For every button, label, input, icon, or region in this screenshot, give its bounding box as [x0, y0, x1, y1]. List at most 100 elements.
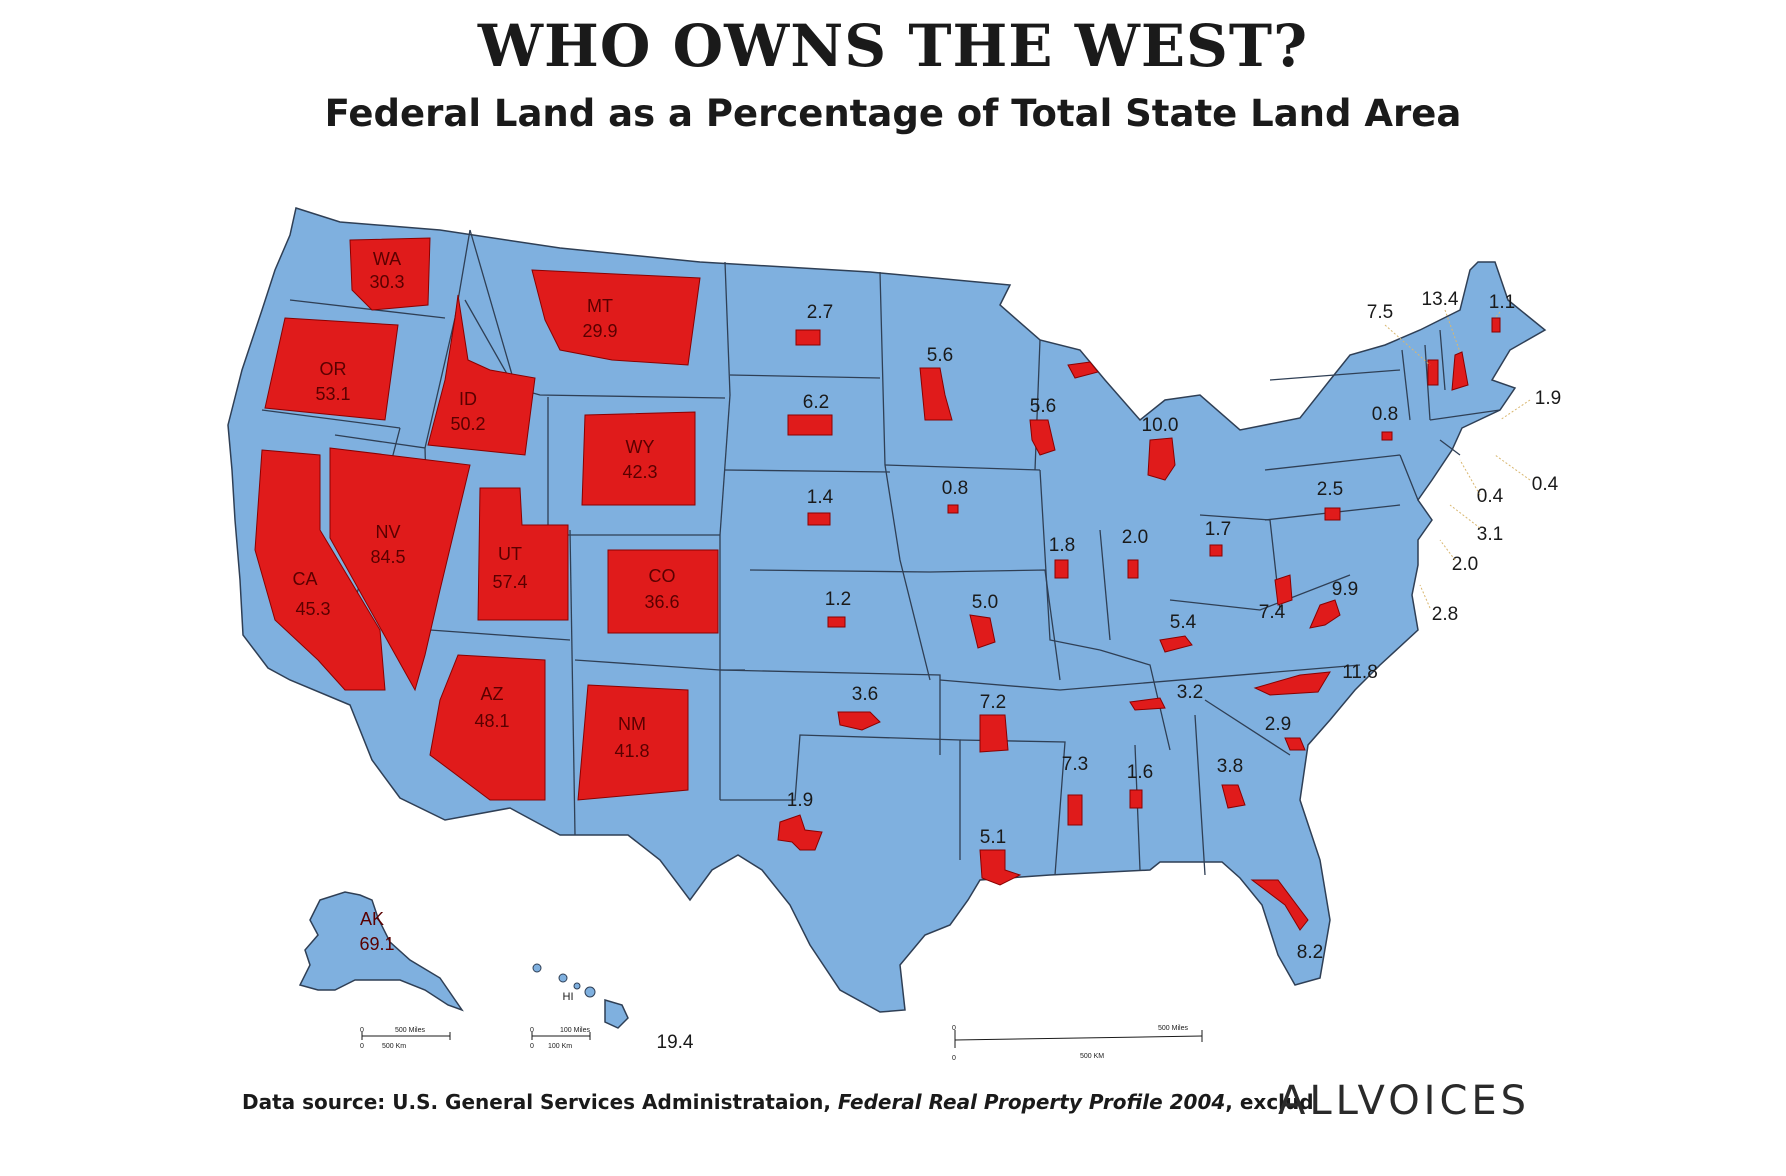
footer-prefix: Data source: U.S. General Services Admin… [242, 1090, 838, 1114]
label-OK: 3.6 [852, 684, 878, 705]
hawaii-scale [531, 1032, 591, 1040]
label-ME: 1.1 [1489, 292, 1515, 313]
fed-GA [1221, 784, 1246, 809]
label-PA: 2.5 [1317, 479, 1343, 500]
alaska-scale-miles: 500 Miles [395, 1027, 425, 1034]
main-scale-zero-km: 0 [952, 1055, 956, 1062]
fed-SC [1284, 737, 1306, 751]
fed-AR [979, 714, 1009, 753]
fed-PA [1324, 507, 1341, 521]
fed-NC [1253, 671, 1331, 696]
fed-OK [837, 711, 881, 731]
fed-AL [1129, 789, 1143, 809]
fed-FL [1250, 879, 1309, 931]
fed-MI [1147, 437, 1176, 481]
label-NH: 13.4 [1422, 289, 1459, 310]
alaska-scale-zero-mi: 0 [360, 1027, 364, 1034]
label-HI-abbr: HI [563, 991, 574, 1003]
hawaii-scale-zero-mi: 0 [530, 1027, 534, 1034]
label-ND: 2.7 [807, 302, 833, 323]
federal-land [254, 237, 1501, 1023]
fed-UT [477, 487, 569, 621]
label-NE: 1.4 [807, 487, 834, 508]
label-WV: 7.4 [1259, 602, 1286, 623]
alaska-scale [361, 1032, 451, 1040]
fed-ND [795, 329, 821, 346]
fed-TX [777, 814, 823, 851]
label-NV-abbr: NV [375, 522, 400, 542]
label-WA-abbr: WA [373, 249, 401, 269]
fed-NV [329, 447, 471, 692]
label-AZ-abbr: AZ [480, 684, 503, 704]
fed-IN [1127, 559, 1139, 579]
label-NJ: 3.1 [1477, 524, 1503, 545]
label-WA-value: 30.3 [369, 272, 404, 292]
label-ID-value: 50.2 [450, 414, 485, 434]
fed-CA [254, 449, 386, 691]
label-WI: 5.6 [1030, 396, 1056, 417]
fed-WV [1274, 574, 1293, 606]
label-VA: 9.9 [1332, 579, 1358, 600]
fed-KY [1159, 635, 1193, 653]
label-OR-abbr: OR [320, 359, 347, 379]
fed-VT [1427, 359, 1439, 386]
label-MT-value: 29.9 [582, 321, 617, 341]
fed-NM [577, 684, 689, 801]
label-LA: 5.1 [980, 827, 1006, 848]
label-IA: 0.8 [942, 478, 968, 499]
label-MA: 1.9 [1535, 388, 1561, 409]
fed-MT [531, 269, 701, 366]
label-MT-abbr: MT [587, 296, 613, 316]
hawaii-big-island [604, 998, 629, 1029]
label-AK-value: 69.1 [359, 934, 394, 954]
label-WY-abbr: WY [626, 437, 655, 457]
us-outline [227, 207, 1547, 1013]
label-NM-abbr: NM [618, 714, 646, 734]
map-title: WHO OWNS THE WEST? [477, 12, 1309, 80]
fed-MO [969, 614, 996, 649]
fed-SD [787, 414, 833, 436]
label-VT: 7.5 [1367, 302, 1393, 323]
label-NC: 11.8 [1342, 662, 1378, 683]
fed-TN [1129, 697, 1166, 711]
label-SD: 6.2 [803, 392, 829, 413]
allvoices-logo: ALLVOICES [1278, 1078, 1531, 1124]
label-GA: 3.8 [1217, 756, 1243, 777]
label-SC: 2.9 [1265, 714, 1291, 735]
label-WY-value: 42.3 [622, 462, 657, 482]
alaska-scale-zero-km: 0 [360, 1043, 364, 1050]
label-AZ-value: 48.1 [474, 711, 509, 731]
label-RI: 0.4 [1532, 474, 1559, 495]
fed-CO [607, 549, 719, 634]
alaska-scale-km: 500 Km [382, 1043, 406, 1050]
fed-LA [979, 849, 1022, 886]
fed-NH [1451, 351, 1469, 391]
label-MI: 10.0 [1142, 415, 1179, 436]
label-UT-abbr: UT [498, 544, 522, 564]
fed-NY [1381, 431, 1393, 441]
alaska-outline [298, 891, 464, 1012]
hawaii-scale-zero-km: 0 [530, 1043, 534, 1050]
label-MD: 2.8 [1432, 604, 1458, 625]
label-AK-abbr: AK [360, 909, 384, 929]
label-OR-value: 53.1 [315, 384, 350, 404]
fed-OR [264, 317, 399, 421]
fed-WY [581, 411, 696, 506]
main-scale-zero-mi: 0 [952, 1025, 956, 1032]
label-TX: 1.9 [787, 790, 813, 811]
fed-IA [947, 504, 959, 514]
fed-ID [427, 294, 536, 456]
leader-lines [1384, 309, 1531, 609]
label-NY: 0.8 [1372, 404, 1398, 425]
label-MN: 5.6 [927, 345, 953, 366]
hawaii-scale-miles: 100 Miles [560, 1027, 590, 1034]
fed-MS [1067, 794, 1083, 826]
hawaii-scale-km: 100 Km [548, 1043, 572, 1050]
label-NM-value: 41.8 [614, 741, 649, 761]
label-ID-abbr: ID [459, 389, 477, 409]
label-IL: 1.8 [1049, 535, 1075, 556]
label-CA-value: 45.3 [295, 599, 330, 619]
main-scale-km: 500 KM [1080, 1053, 1104, 1060]
label-CO-value: 36.6 [644, 592, 679, 612]
